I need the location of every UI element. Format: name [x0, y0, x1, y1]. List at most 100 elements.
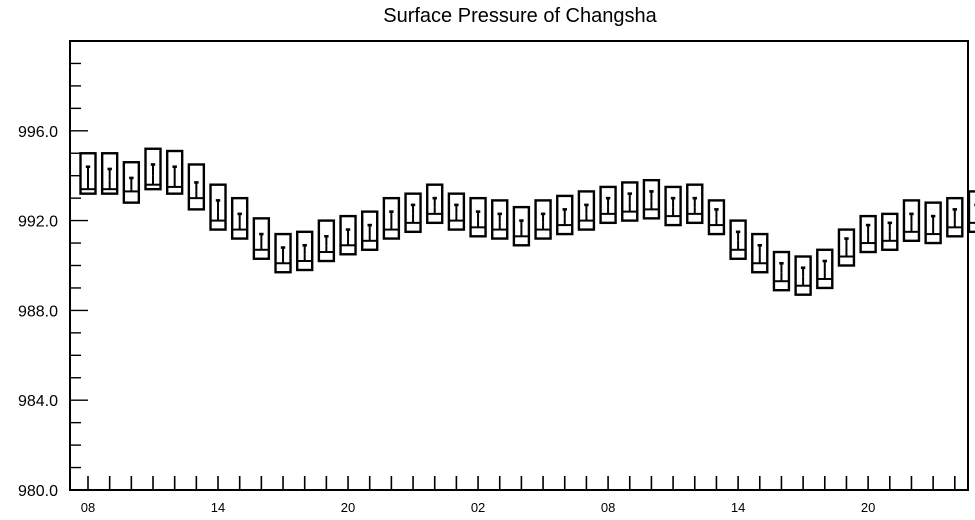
box-27 [664, 185, 682, 227]
box-outer [512, 205, 531, 247]
box-19 [491, 199, 509, 240]
box-outer [967, 190, 975, 234]
box-38 [902, 199, 921, 243]
x-tick-label: 08 [81, 500, 95, 515]
box-outer [447, 192, 466, 231]
x-tick-label: 20 [341, 500, 355, 515]
box-outer [751, 232, 769, 274]
box-outer [100, 152, 119, 195]
box-outer [187, 163, 206, 211]
box-21 [534, 199, 552, 240]
box-2 [122, 161, 141, 204]
box-outer [274, 232, 292, 274]
box-outer [599, 185, 617, 225]
box-outer [209, 183, 227, 231]
box-outer [816, 248, 834, 290]
box-39 [924, 201, 942, 245]
box-1 [100, 152, 119, 195]
box-outer [924, 201, 942, 245]
box-outer [946, 196, 964, 238]
box-18 [469, 196, 487, 238]
box-37 [881, 212, 899, 251]
box-outer [122, 161, 141, 204]
box-26 [642, 178, 661, 220]
box-outer [534, 199, 552, 240]
box-outer [859, 214, 877, 254]
box-0 [79, 152, 97, 195]
box-14 [382, 196, 401, 240]
box-outer [339, 214, 357, 256]
y-tick-label: 992.0 [18, 214, 58, 231]
box-36 [859, 214, 877, 254]
box-outer [426, 183, 444, 225]
box-41 [967, 190, 975, 234]
y-axis: 980.0 984.0 988.0 992.0 996.0 [18, 40, 88, 500]
box-16 [426, 183, 444, 225]
y-tick-label: 988.0 [18, 303, 58, 320]
box-15 [404, 192, 422, 234]
box-28 [686, 183, 704, 225]
box-outer [686, 183, 704, 225]
box-29 [707, 199, 726, 236]
box-40 [946, 196, 964, 238]
box-outer [621, 181, 639, 222]
y-tick-label: 996.0 [18, 124, 58, 141]
box-17 [447, 192, 466, 231]
box-outer [230, 196, 249, 240]
box-22 [556, 194, 574, 236]
box-outer [794, 255, 812, 296]
box-outer [144, 147, 162, 191]
box-32 [772, 250, 791, 292]
box-33 [794, 255, 812, 296]
box-outer [642, 178, 661, 220]
box-35 [837, 228, 856, 267]
box-outer [491, 199, 509, 240]
box-30 [729, 219, 747, 260]
box-series [79, 147, 975, 296]
box-outer [404, 192, 422, 234]
y-tick-label: 984.0 [18, 393, 58, 410]
x-tick-label: 14 [731, 500, 745, 515]
x-tick-label: 02 [471, 500, 485, 515]
box-24 [599, 185, 617, 225]
box-outer [729, 219, 747, 260]
box-outer [361, 210, 379, 251]
box-4 [165, 149, 184, 195]
box-outer [837, 228, 856, 267]
box-outer [881, 212, 899, 251]
box-outer [317, 219, 336, 263]
box-5 [187, 163, 206, 211]
box-10 [296, 230, 314, 272]
box-outer [772, 250, 791, 292]
x-axis: 081420020814200208 [81, 476, 956, 515]
box-6 [209, 183, 227, 231]
box-outer [296, 230, 314, 272]
x-tick-label: 08 [601, 500, 615, 515]
box-23 [577, 190, 596, 231]
x-tick-label: 20 [861, 500, 875, 515]
chart-title: Surface Pressure of Changsha [383, 5, 657, 27]
box-8 [252, 217, 271, 260]
box-13 [361, 210, 379, 251]
box-31 [751, 232, 769, 274]
box-3 [144, 147, 162, 191]
box-11 [317, 219, 336, 263]
box-20 [512, 205, 531, 247]
box-12 [339, 214, 357, 256]
box-outer [382, 196, 401, 240]
box-outer [79, 152, 97, 195]
x-tick-label: 14 [211, 500, 225, 515]
box-25 [621, 181, 639, 222]
box-34 [816, 248, 834, 290]
box-outer [902, 199, 921, 243]
y-tick-label: 980.0 [18, 483, 58, 500]
box-outer [556, 194, 574, 236]
box-outer [664, 185, 682, 227]
box-outer [252, 217, 271, 260]
box-outer [707, 199, 726, 236]
box-outer [577, 190, 596, 231]
box-outer [469, 196, 487, 238]
box-outer [165, 149, 184, 195]
box-7 [230, 196, 249, 240]
